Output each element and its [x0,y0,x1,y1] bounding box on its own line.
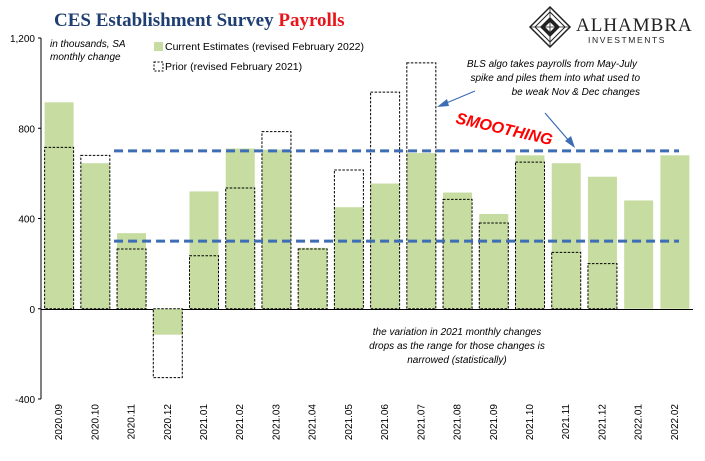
bar-current [660,155,690,309]
bar-current [189,191,219,309]
bar-prior [116,248,147,310]
x-tick-label: 2020.09 [54,404,65,441]
x-tick-label: 2021.09 [489,404,500,441]
bar-prior [333,169,364,310]
legend-label-current: Current Estimates (revised February 2022… [165,41,364,53]
bar-prior [370,91,401,310]
annotation-top-line1: BLS algo takes payrolls from May-July [467,59,638,70]
bar-current [117,233,147,309]
bar-current [624,200,654,309]
logo-emblem-icon [528,5,572,49]
x-tick-label: 2022.01 [634,404,645,441]
bar-current [298,247,328,309]
y-tick-label: 400 [18,215,35,226]
bar-current [479,213,509,309]
bar-current [44,102,74,309]
annotation-bottom-line1: the variation in 2021 monthly changes [373,327,541,338]
bar-prior [515,161,545,310]
bar-prior [261,131,292,310]
svg-text:CES Establishment Survey Payro: CES Establishment Survey Payrolls [54,10,345,31]
arrow-left-head-icon [437,99,449,107]
bar-current [225,148,255,309]
bar-prior [551,251,582,310]
x-tick-label: 2021.10 [525,404,536,441]
x-tick-label: 2020.11 [127,404,138,440]
reference-lines [114,149,679,243]
annotation-top: BLS algo takes payrolls from May-July sp… [467,59,641,98]
bar-prior [406,62,437,310]
units-note-line2: monthly change [50,52,121,63]
x-tick-label: 2021.08 [453,404,464,441]
annotation-bottom: the variation in 2021 monthly changes dr… [369,327,545,366]
units-note-line1: in thousands, SA [50,39,126,50]
bar-prior [189,255,219,310]
annotation-bottom-line2: drops as the range for those changes is [369,341,545,352]
x-tick-label: 2021.07 [416,404,427,441]
legend-label-prior: Prior (revised February 2021) [165,61,302,73]
bar-prior [297,248,328,310]
smoothing-label: SMOOTHING [454,110,554,149]
x-tick-label: 2021.12 [597,404,608,441]
annotation-top-line2: spike and piles them into what used to [470,73,640,84]
x-tick-label: 2020.10 [90,404,101,441]
bar-current [406,153,436,309]
title-part1: CES Establishment Survey [54,10,278,31]
x-tick-label: 2020.12 [163,404,174,441]
y-tick-label: -400 [15,395,35,406]
x-tick-label: 2021.11 [561,404,572,440]
x-tick-label: 2021.01 [199,404,210,441]
units-note: in thousands, SA monthly change [50,39,126,63]
legend-swatch-current [154,42,163,51]
bar-current [334,207,364,309]
bar-prior [225,187,256,310]
bar-current [515,155,545,309]
arrow-right [544,112,571,143]
bar-current [551,163,581,309]
x-tick-label: 2022.02 [670,404,681,441]
bar-current [153,308,183,335]
x-axis-labels: 2020.09 2020.10 2020.11 2020.12 2021.01 2021.… [54,404,681,441]
bar-current [80,163,110,309]
bar-current [443,192,473,309]
x-tick-label: 2021.03 [271,404,282,441]
legend-swatch-prior [153,61,164,72]
legend: Current Estimates (revised February 2022… [153,41,364,73]
chart-title: CES Establishment Survey Payrolls [54,10,345,31]
x-tick-label: 2021.02 [235,404,246,441]
annotation-top-line3: be weak Nov & Dec changes [512,87,640,98]
y-tick-label: 800 [18,124,35,135]
arrow-left [443,90,476,105]
annotation-bottom-line3: narrowed (statistically) [407,355,506,366]
alhambra-logo: ALHAMBRA INVESTMENTS [528,5,693,49]
y-tick-label: 0 [29,305,35,316]
bar-prior [442,198,473,310]
bar-prior [152,308,183,379]
bar-current [587,176,617,309]
y-tick-label: 1,200 [10,34,35,45]
logo-sub: INVESTMENTS [588,35,666,45]
title-part2: Payrolls [278,10,344,31]
bar-current [261,149,291,309]
bar-prior [587,263,618,310]
x-tick-label: 2021.06 [380,404,391,441]
x-tick-label: 2021.05 [344,404,355,441]
arrow-right-head-icon [565,136,575,148]
x-tick-label: 2021.04 [308,404,319,441]
logo-name: ALHAMBRA [576,15,693,36]
bar-prior [44,146,75,310]
bar-prior [478,222,509,310]
smoothing-arrows [437,90,575,148]
bar-current [370,183,400,309]
bar-prior [80,154,111,310]
bars-layer [44,62,690,379]
y-axis-ticks: -400 0 400 800 1,200 [10,34,41,406]
